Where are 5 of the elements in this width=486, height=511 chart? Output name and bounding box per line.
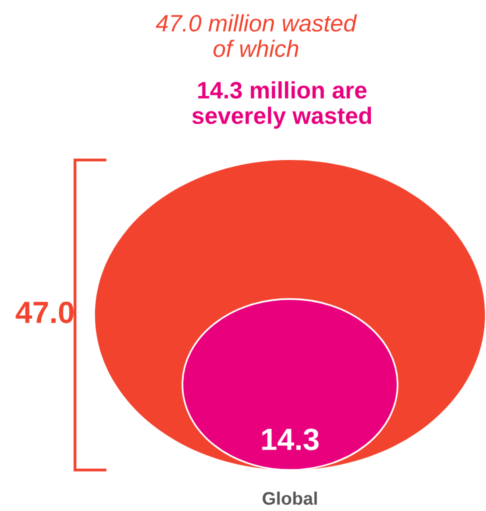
- data-label: 14.3: [262, 428, 319, 450]
- category-label: Global: [262, 492, 317, 505]
- text: 14.3 million are severely wasted: [192, 81, 372, 129]
- data-label: 47.0: [16, 302, 74, 324]
- text: 47.0 million wasted of which: [156, 14, 358, 58]
